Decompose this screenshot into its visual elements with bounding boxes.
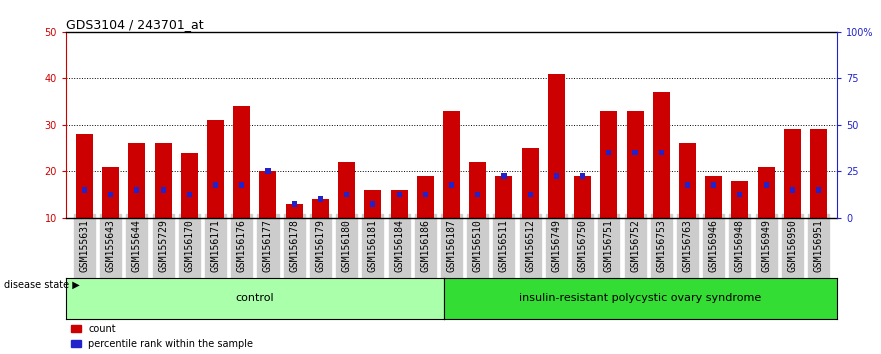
Bar (449, 182, 454, 188)
Bar (417, 176, 433, 218)
Bar (396, 192, 402, 197)
Bar (154, 143, 172, 218)
Bar (711, 182, 716, 188)
Bar (816, 187, 821, 193)
Bar (390, 190, 408, 218)
Bar (501, 173, 507, 179)
Bar (181, 153, 198, 218)
Bar (554, 173, 559, 179)
Legend: count, percentile rank within the sample: count, percentile rank within the sample (71, 324, 254, 349)
Bar (259, 171, 277, 218)
Bar (606, 150, 611, 155)
Text: control: control (235, 293, 274, 303)
Text: disease state ▶: disease state ▶ (4, 280, 80, 290)
Bar (784, 130, 801, 218)
Bar (528, 192, 533, 197)
Bar (495, 176, 513, 218)
Bar (365, 190, 381, 218)
Bar (470, 162, 486, 218)
Bar (659, 150, 663, 155)
Text: insulin-resistant polycystic ovary syndrome: insulin-resistant polycystic ovary syndr… (519, 293, 761, 303)
Bar (580, 173, 585, 179)
Bar (160, 187, 166, 193)
Bar (522, 148, 538, 218)
Bar (285, 204, 303, 218)
Bar (633, 150, 638, 155)
Text: GDS3104 / 243701_at: GDS3104 / 243701_at (66, 18, 204, 31)
Bar (240, 182, 244, 188)
Bar (213, 182, 218, 188)
Bar (423, 192, 428, 197)
Bar (475, 192, 480, 197)
Bar (76, 134, 93, 218)
Bar (790, 187, 795, 193)
Bar (207, 120, 224, 218)
Bar (737, 192, 743, 197)
Bar (764, 182, 769, 188)
Bar (318, 196, 323, 202)
Bar (134, 187, 139, 193)
Bar (265, 169, 270, 174)
Bar (344, 192, 349, 197)
Bar (626, 111, 644, 218)
Bar (292, 201, 297, 207)
Bar (685, 182, 690, 188)
Bar (102, 167, 119, 218)
Bar (370, 201, 375, 207)
Bar (187, 192, 192, 197)
Bar (443, 111, 460, 218)
Bar (600, 111, 618, 218)
Bar (233, 106, 250, 218)
Bar (108, 192, 113, 197)
Bar (731, 181, 749, 218)
Bar (548, 74, 565, 218)
Bar (129, 143, 145, 218)
Bar (574, 176, 591, 218)
Bar (653, 92, 670, 218)
Bar (338, 162, 355, 218)
Bar (705, 176, 722, 218)
Bar (82, 187, 87, 193)
Bar (312, 199, 329, 218)
Bar (758, 167, 774, 218)
Bar (679, 143, 696, 218)
Bar (810, 130, 827, 218)
